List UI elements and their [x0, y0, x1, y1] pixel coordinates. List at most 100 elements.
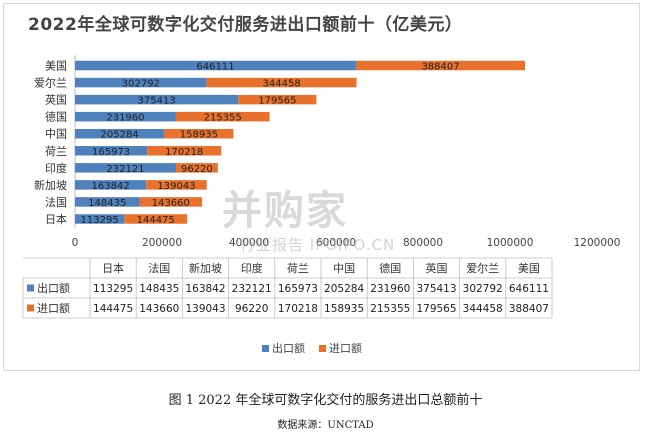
data-label-import: 139043: [157, 181, 195, 192]
table-cell: 170218: [278, 303, 318, 315]
chart-title: 2022年全球可数字化交付服务进出口额前十（亿美元）: [28, 15, 463, 35]
bar-import: [238, 94, 317, 105]
data-label-export: 148435: [88, 198, 126, 209]
table-cell: 158935: [324, 303, 364, 315]
category-label: 美国: [45, 60, 67, 73]
category-label: 英国: [45, 93, 67, 107]
table-swatch-import: [27, 304, 34, 312]
table-cell: 143660: [139, 303, 179, 315]
x-tick-label: 1000000: [487, 237, 534, 249]
bar-import: [139, 197, 203, 207]
table-cell: 148435: [139, 283, 179, 295]
data-label-export: 113295: [81, 215, 119, 226]
table-cell: 646111: [509, 283, 549, 295]
x-tick-label: 600000: [316, 237, 356, 249]
bar-export: [75, 180, 147, 190]
bar-import: [356, 60, 526, 71]
legend-item-export: 出口额: [262, 340, 305, 356]
table-row-label-export: 出口额: [37, 281, 70, 295]
data-label-export: 231960: [106, 113, 144, 124]
table-header-cell: 日本: [102, 261, 124, 275]
data-label-import: 144475: [137, 215, 175, 226]
data-label-export: 302792: [122, 79, 160, 90]
category-label: 新加坡: [34, 178, 67, 192]
table-header-cell: 法国: [148, 261, 170, 275]
table-cell: 163842: [185, 283, 225, 295]
x-tick-label: 800000: [403, 237, 443, 249]
table-cell: 215355: [370, 303, 410, 315]
data-label-import: 215355: [204, 113, 242, 124]
data-label-export: 163842: [92, 181, 130, 192]
bar-export: [75, 197, 140, 207]
figure-caption: 图 1 2022 年全球可数字化交付的服务进出口总额前十: [168, 393, 483, 408]
figure-source: 数据来源：UNCTAD: [277, 420, 374, 431]
data-label-export: 165973: [92, 147, 130, 158]
bar-export: [75, 60, 357, 71]
table-cell: 96220: [235, 303, 268, 315]
bar-export: [75, 111, 176, 122]
table-cell: 179565: [416, 303, 456, 315]
table-header-cell: 新加坡: [189, 261, 222, 275]
legend-swatch-import: [319, 344, 326, 352]
legend-item-import: 进口额: [319, 340, 362, 356]
data-label-import: 388407: [421, 62, 459, 73]
legend-swatch-export: [262, 344, 269, 352]
bar-import: [124, 214, 188, 224]
x-tick-label: 200000: [142, 237, 182, 249]
category-label: 德国: [45, 110, 67, 124]
table-cell: 231960: [370, 283, 410, 295]
data-label-import: 96220: [181, 164, 213, 175]
table-header-cell: 爱尔兰: [466, 262, 499, 275]
table-cell: 344458: [463, 303, 503, 315]
table-cell: 144475: [93, 303, 133, 315]
x-tick-label: 1200000: [574, 237, 621, 249]
chart-legend: 出口额 进口额: [262, 340, 362, 356]
table-cell: 302792: [463, 283, 503, 295]
data-label-import: 170218: [165, 147, 203, 158]
legend-label-import: 进口额: [329, 342, 362, 355]
data-label-import: 158935: [180, 130, 218, 141]
bar-export: [75, 77, 207, 88]
bar-export: [75, 128, 165, 139]
table-cell: 113295: [93, 283, 133, 295]
bar-import: [175, 111, 270, 122]
data-label-export: 646111: [196, 62, 234, 73]
table-header-cell: 英国: [426, 261, 448, 275]
category-label: 中国: [45, 128, 67, 141]
data-label-export: 205284: [101, 130, 139, 141]
data-label-export: 232121: [106, 164, 144, 175]
bar-import: [164, 128, 234, 139]
legend-label-export: 出口额: [272, 342, 305, 355]
table-cell: 388407: [509, 303, 549, 315]
table-header-cell: 中国: [333, 262, 355, 275]
table-cell: 375413: [416, 283, 456, 295]
table-cell: 205284: [324, 283, 364, 295]
category-label: 日本: [45, 212, 67, 226]
category-label: 荷兰: [45, 145, 67, 158]
x-tick-label: 0: [72, 237, 79, 249]
table-cell: 232121: [232, 283, 272, 295]
table-header-cell: 德国: [379, 261, 401, 275]
table-cell: 139043: [185, 303, 225, 315]
table-header-cell: 印度: [241, 261, 263, 275]
table-cell: 165973: [278, 283, 318, 295]
data-label-import: 143660: [152, 198, 190, 209]
bar-export: [75, 146, 148, 156]
bar-export: [75, 214, 125, 224]
data-label-import: 344458: [263, 79, 301, 90]
watermark-logo: 并购家: [222, 188, 348, 234]
bar-import: [146, 180, 207, 190]
category-label: 法国: [45, 195, 67, 209]
bar-export: [75, 94, 239, 105]
bar-import: [175, 163, 218, 173]
data-label-export: 375413: [138, 96, 176, 107]
data-label-import: 179565: [258, 96, 296, 107]
table-swatch-export: [27, 284, 34, 292]
watermark-text: 行业报告 IPOIPO.CN: [240, 236, 396, 254]
table-header-cell: 荷兰: [287, 262, 309, 275]
bar-import: [147, 146, 222, 156]
table-header-cell: 美国: [518, 262, 540, 275]
category-label: 爱尔兰: [34, 77, 67, 90]
x-tick-label: 400000: [229, 237, 269, 249]
